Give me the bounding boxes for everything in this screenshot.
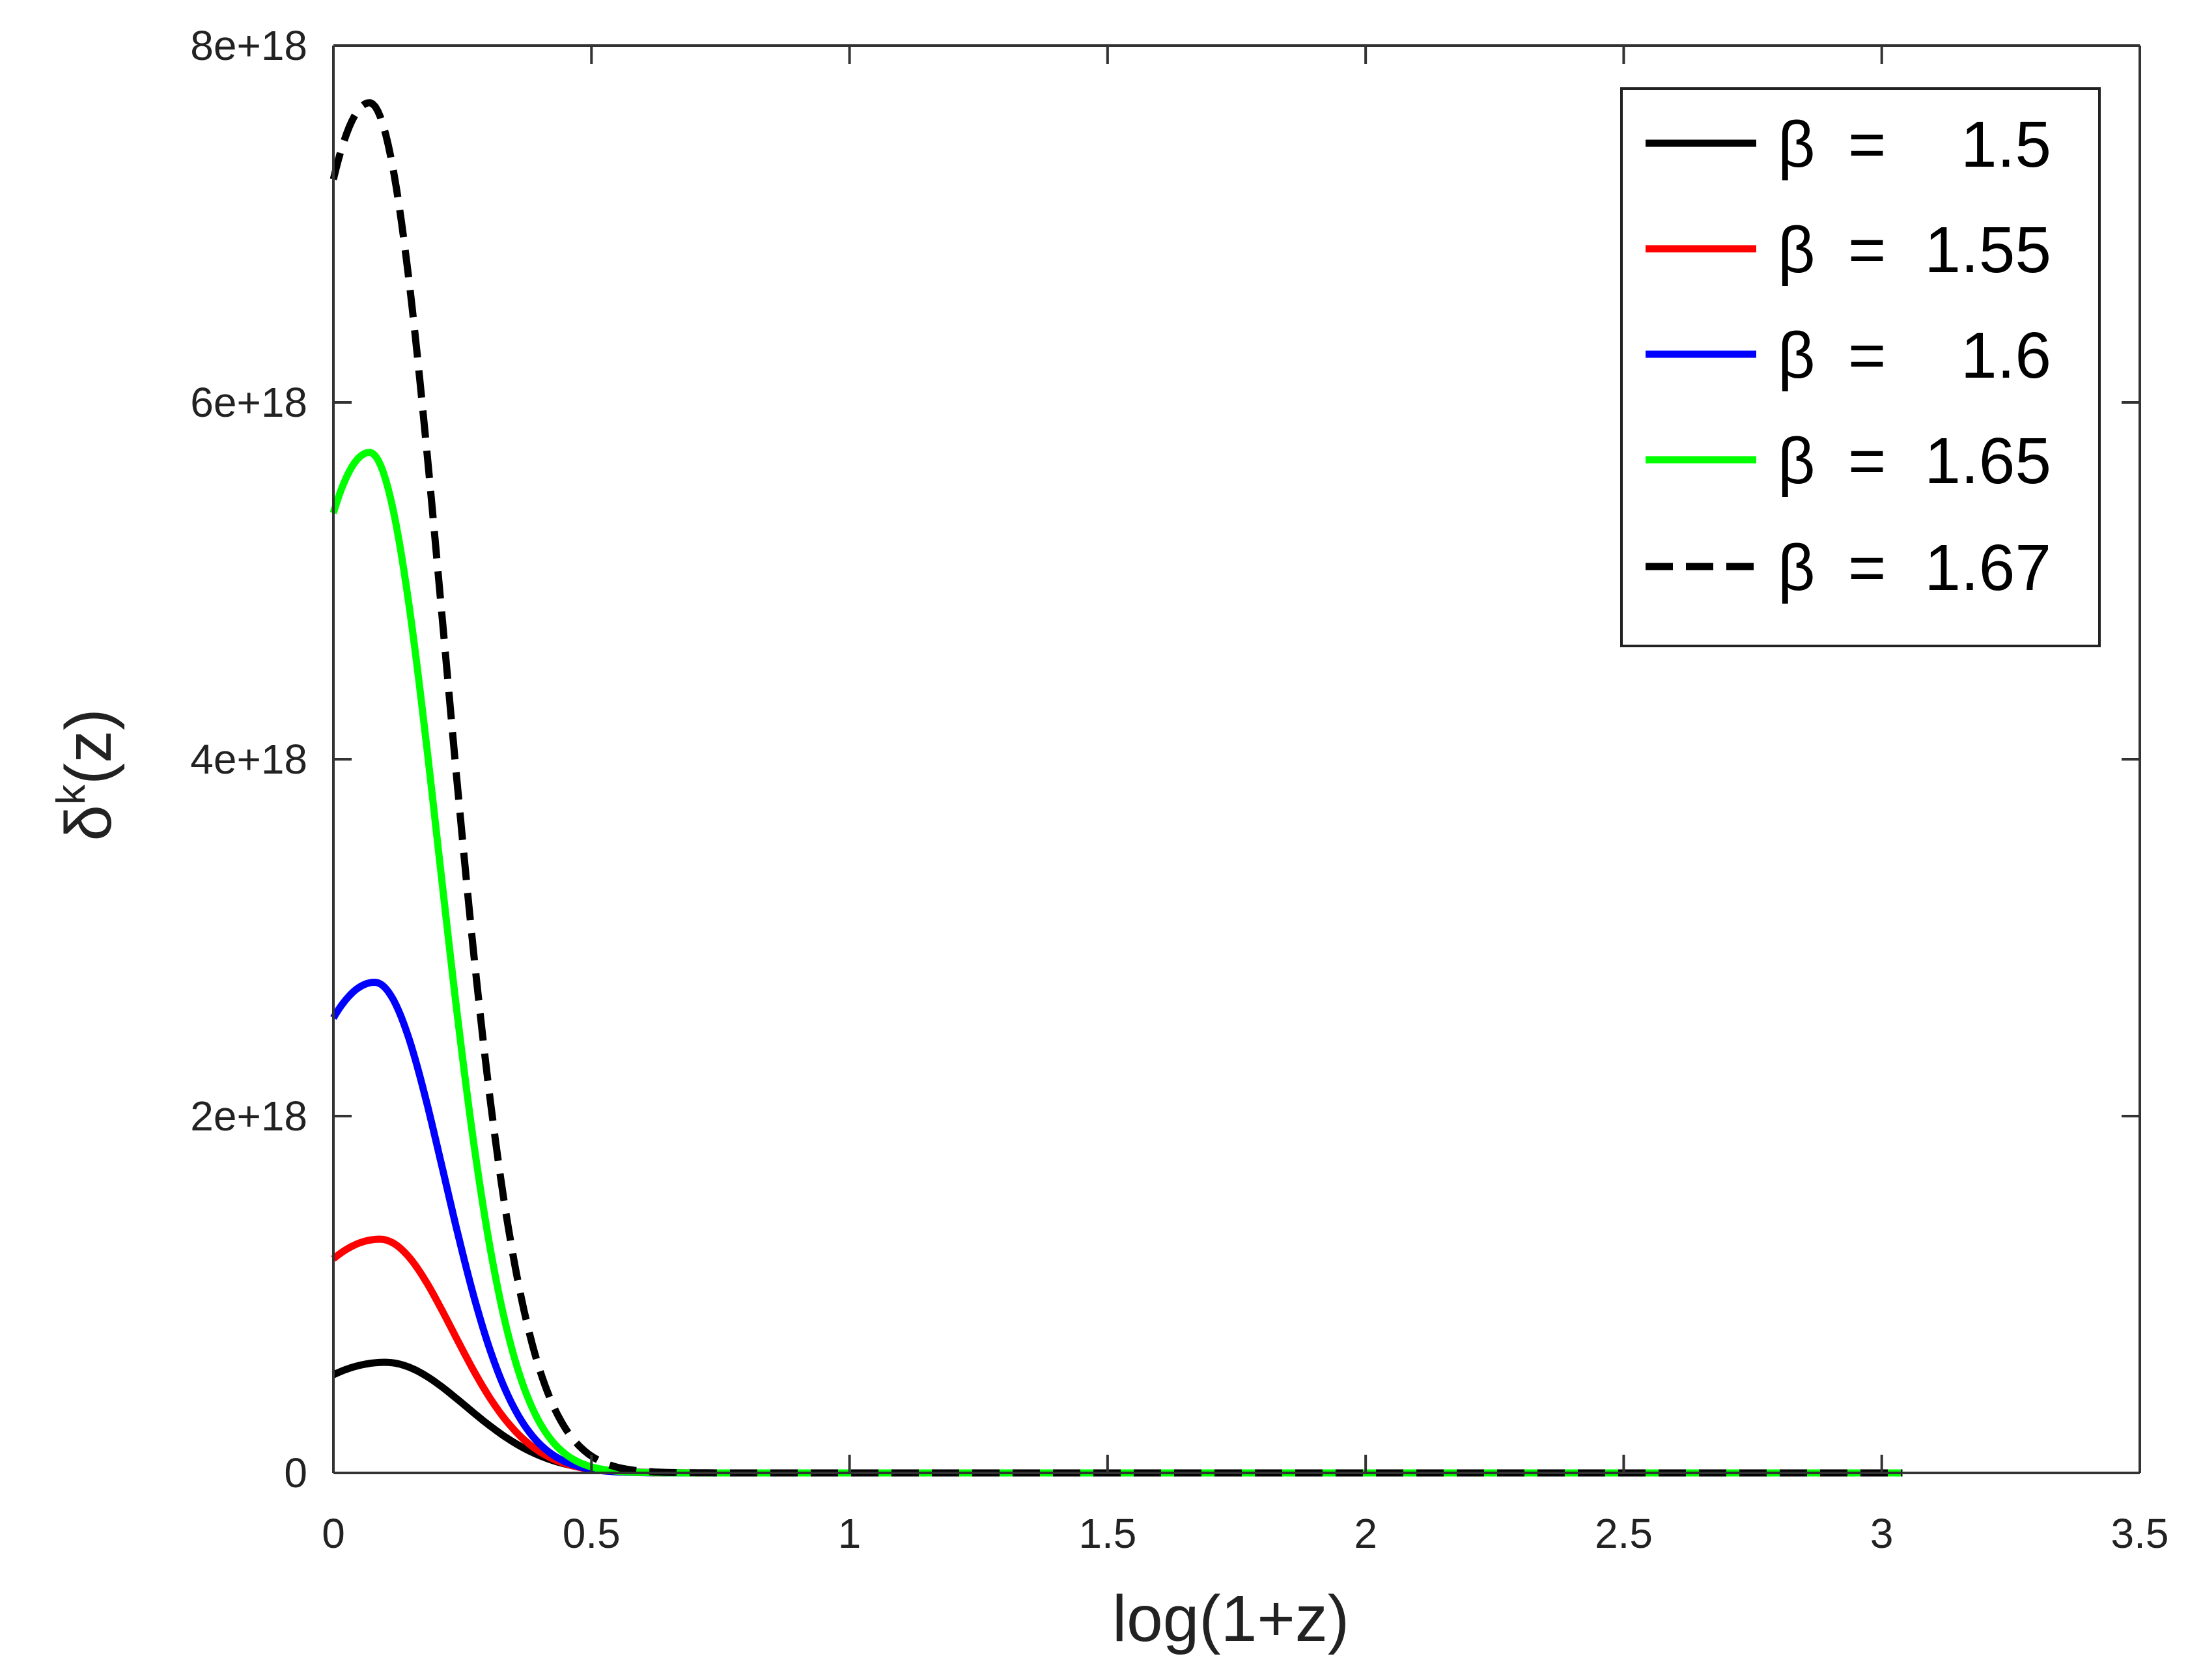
axes-layer: 0 0.5 1 1.5 2 2.5 3 3.5 0 2e+18 4e+18 6e+18 8e+18 [190, 22, 2168, 1557]
legend-value-4: 1.65 [1924, 425, 2051, 497]
y-axis-label-symbol: δ [52, 805, 125, 841]
legend-box [1620, 87, 2101, 647]
legend-equals-4: = [1848, 425, 1886, 497]
y-tick-label: 4e+18 [190, 736, 307, 783]
x-tick-label: 1.5 [1078, 1510, 1136, 1557]
y-axis-label: δk(z) [49, 708, 125, 841]
x-axis-label: log(1+z) [1112, 1582, 1349, 1655]
legend-equals-2: = [1848, 214, 1886, 287]
legend-equals-3: = [1848, 319, 1886, 392]
legend-beta-5: β [1778, 531, 1816, 604]
y-tick-label: 8e+18 [190, 22, 307, 69]
legend-equals-1: = [1848, 108, 1886, 181]
legend-beta-2: β [1778, 214, 1816, 287]
x-tick-label: 3.5 [2111, 1510, 2169, 1557]
x-tick-label: 1 [838, 1510, 862, 1557]
legend-value-1: 1.5 [1961, 108, 2051, 181]
x-tick-label: 0 [322, 1510, 345, 1557]
x-tick-label: 0.5 [563, 1510, 621, 1557]
y-axis-label-suffix: (z) [52, 708, 125, 785]
x-tick-label: 2 [1354, 1510, 1377, 1557]
y-axis-label-superscript: k [49, 784, 94, 805]
legend-equals-5: = [1848, 531, 1886, 604]
legend: β = 1.5 β = 1.55 β = 1.6 β = 1.65 β = 1.67 [1620, 87, 2101, 647]
legend-beta-1: β [1778, 108, 1816, 181]
y-tick-label: 6e+18 [190, 379, 307, 426]
legend-beta-3: β [1778, 319, 1816, 392]
legend-value-2: 1.55 [1924, 214, 2051, 287]
legend-value-3: 1.6 [1961, 319, 2051, 392]
legend-beta-4: β [1778, 425, 1816, 497]
x-tick-label: 2.5 [1595, 1510, 1653, 1557]
y-tick-label: 0 [284, 1449, 307, 1496]
y-tick-label: 2e+18 [190, 1093, 307, 1140]
x-tick-label: 3 [1870, 1510, 1894, 1557]
legend-value-5: 1.67 [1924, 531, 2051, 604]
